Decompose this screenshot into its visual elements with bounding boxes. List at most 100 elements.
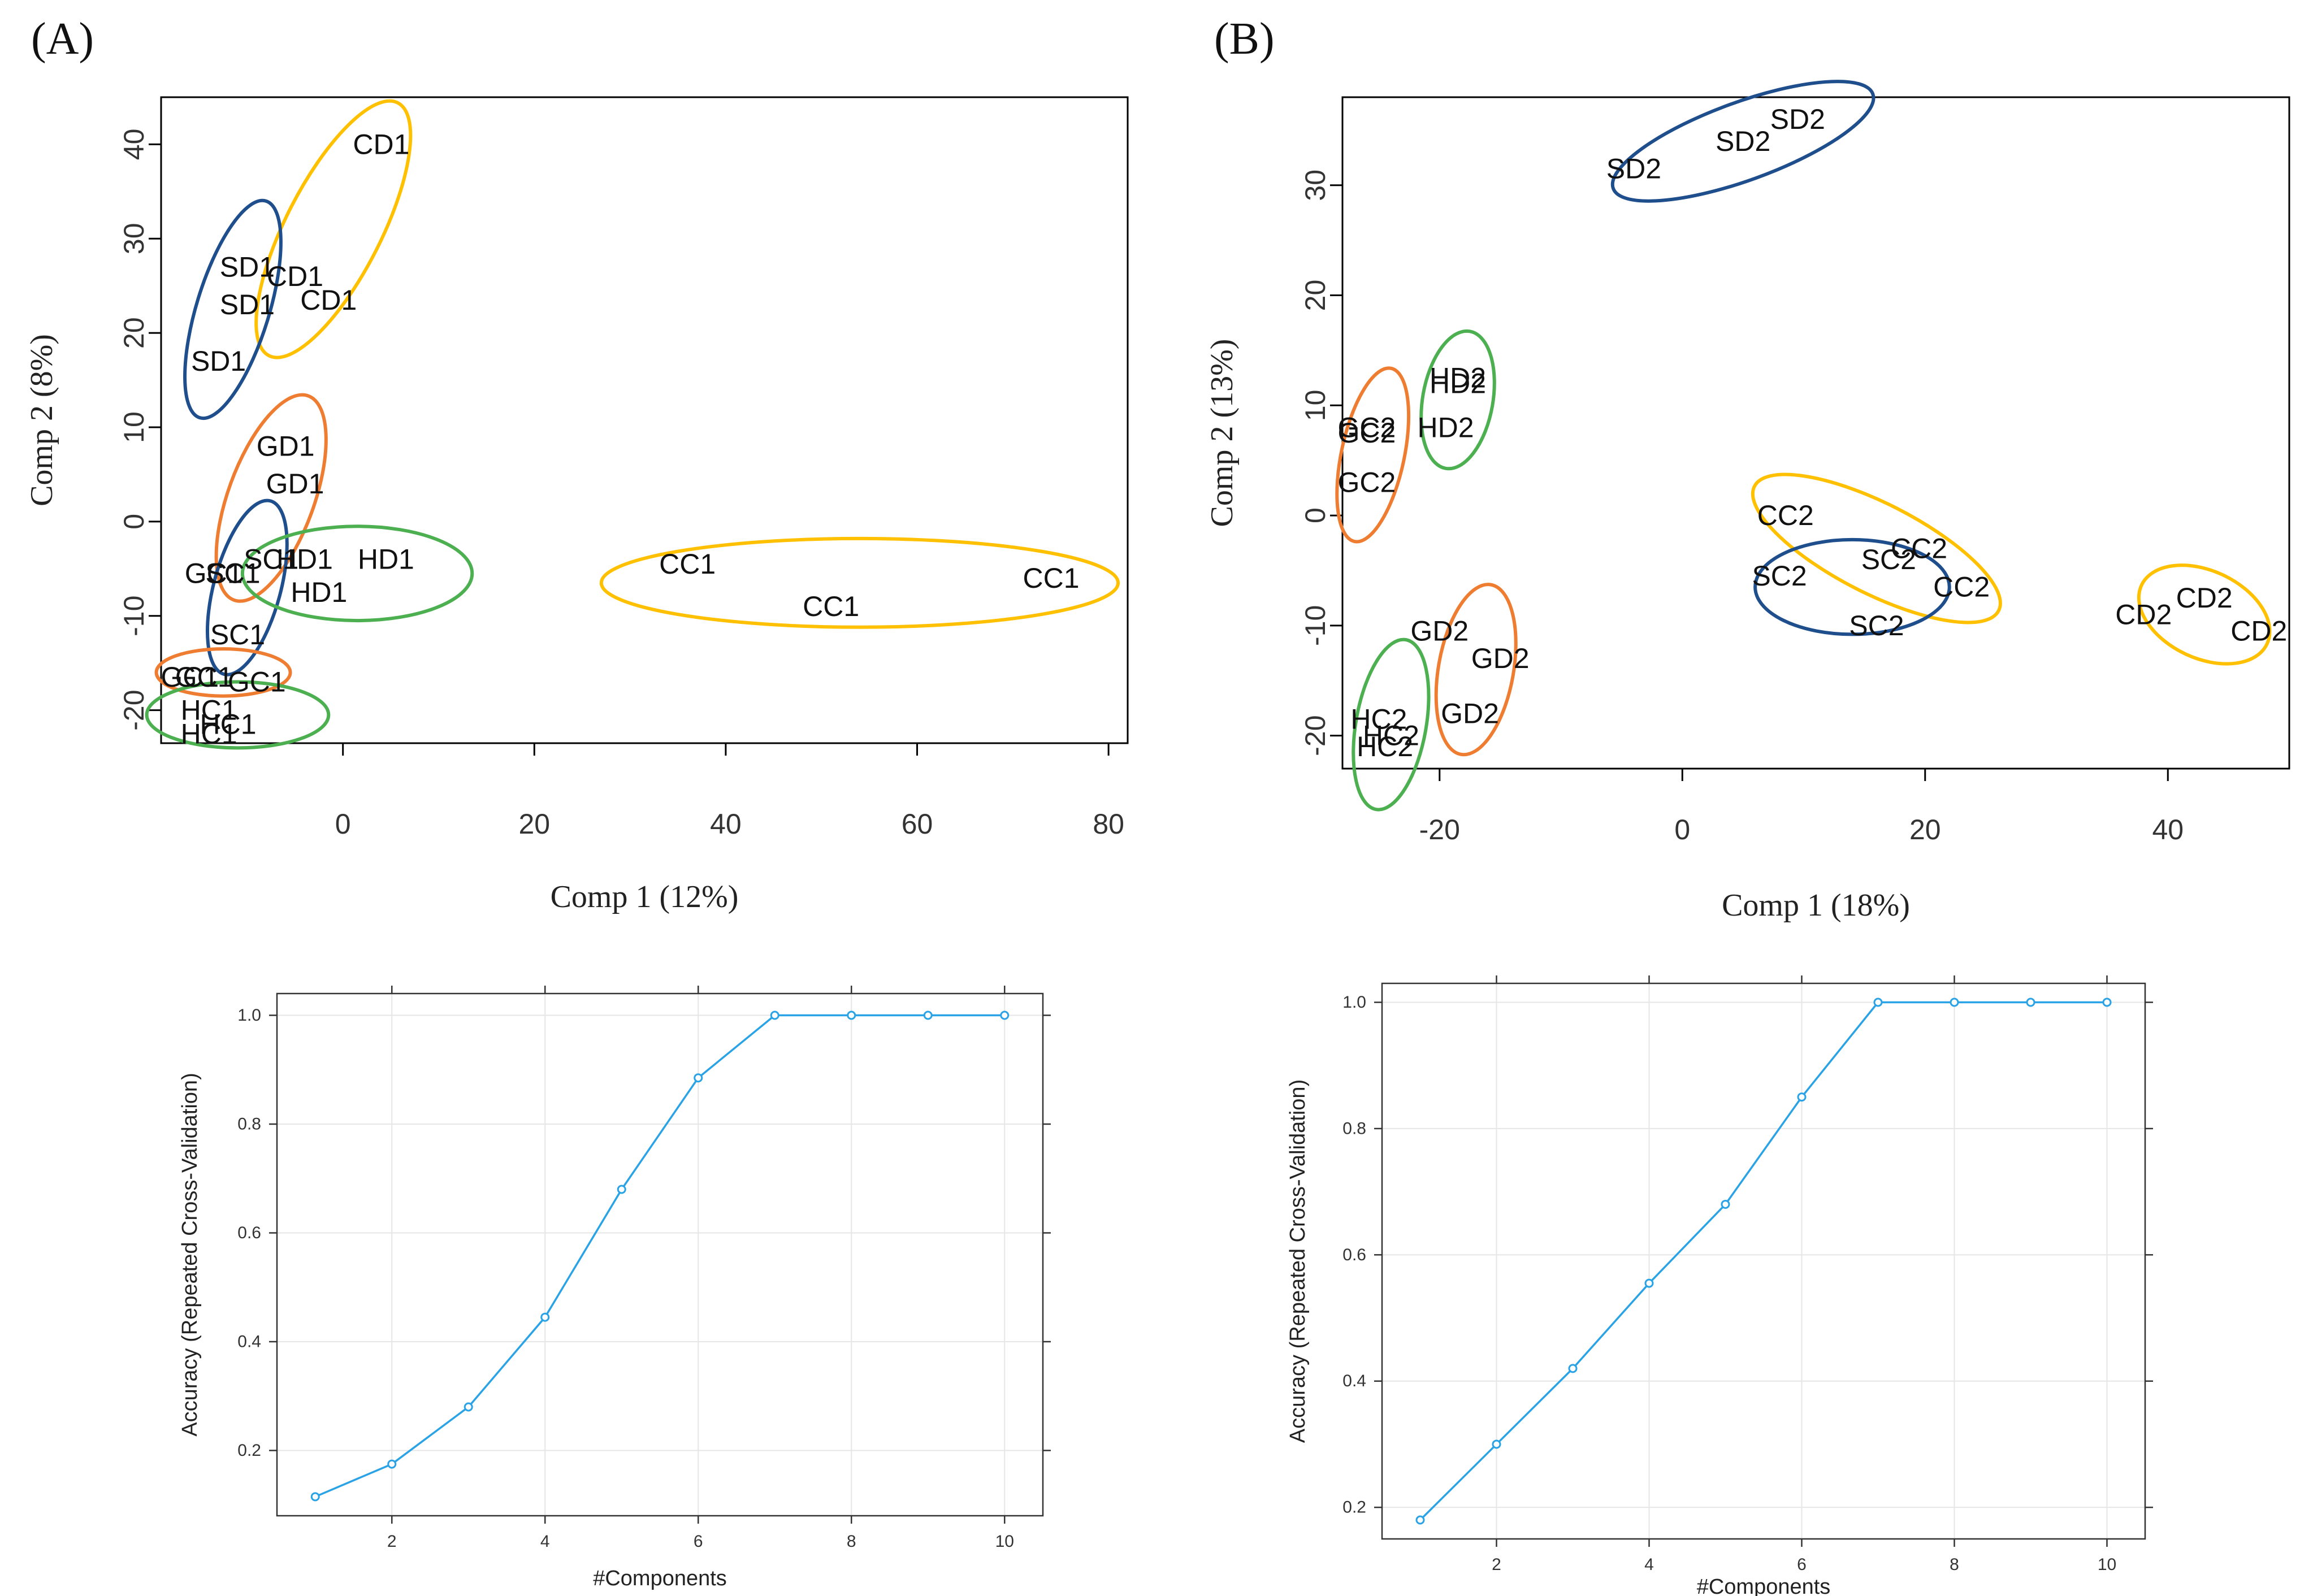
x-tick-label: 10 bbox=[2098, 1555, 2116, 1574]
x-axis-title: Comp 1 (12%) bbox=[551, 879, 739, 914]
point-label: GC1 bbox=[228, 666, 286, 698]
y-tick-label: 30 bbox=[1300, 170, 1331, 201]
y-tick-label: 0.6 bbox=[1342, 1246, 1366, 1264]
x-tick-label: 2 bbox=[387, 1532, 397, 1551]
x-tick-label: 4 bbox=[540, 1532, 550, 1551]
point-label: GC1 bbox=[175, 661, 233, 693]
group-ellipse-gd2 bbox=[1434, 583, 1518, 757]
point-label: SD2 bbox=[1716, 125, 1770, 157]
data-point bbox=[694, 1073, 703, 1083]
point-label: CD2 bbox=[2115, 598, 2172, 630]
data-point bbox=[617, 1185, 626, 1194]
y-tick-label: 0.6 bbox=[237, 1224, 261, 1242]
point-label: CD2 bbox=[2230, 615, 2287, 647]
data-point bbox=[2102, 998, 2112, 1007]
x-tick-label: 40 bbox=[710, 808, 742, 840]
point-label: CC1 bbox=[659, 548, 716, 580]
y-tick-label: 0 bbox=[1300, 508, 1331, 523]
point-label: CC2 bbox=[1933, 571, 1990, 603]
x-tick-label: 6 bbox=[1797, 1555, 1807, 1574]
y-tick-label: 0 bbox=[118, 514, 150, 530]
y-tick-label: 0.8 bbox=[1342, 1119, 1366, 1138]
y-axis-title: Comp 2 (8%) bbox=[24, 334, 59, 506]
x-tick-label: 6 bbox=[694, 1532, 703, 1551]
group-ellipse-hc2 bbox=[1352, 637, 1431, 812]
group-ellipse-hd1 bbox=[240, 524, 474, 623]
x-tick-label: 10 bbox=[995, 1532, 1014, 1551]
x-axis-title: #Components bbox=[1697, 1575, 1831, 1596]
point-label: HC1 bbox=[200, 709, 256, 740]
x-tick-label: -20 bbox=[1419, 814, 1460, 845]
point-label: HC2 bbox=[1363, 720, 1419, 752]
data-point bbox=[1950, 998, 1959, 1007]
point-label: HD2 bbox=[1430, 367, 1486, 399]
point-label: SC1 bbox=[205, 558, 260, 589]
point-label: HD2 bbox=[1418, 411, 1474, 443]
group-ellipse-hd2 bbox=[1419, 329, 1496, 471]
series-line bbox=[315, 1014, 1005, 1498]
group-ellipse-cc2 bbox=[1751, 472, 2002, 624]
data-point bbox=[1797, 1092, 1807, 1102]
x-tick-label: 0 bbox=[1674, 814, 1690, 845]
group-ellipse-gc2 bbox=[1335, 366, 1411, 544]
data-point bbox=[923, 1010, 933, 1020]
group-ellipse-sd1 bbox=[183, 198, 283, 420]
data-point bbox=[1721, 1199, 1730, 1209]
x-tick-label: 8 bbox=[1950, 1555, 1959, 1574]
point-label: SD2 bbox=[1606, 153, 1661, 185]
point-label: GD1 bbox=[257, 430, 315, 462]
point-label: HC1 bbox=[181, 718, 237, 749]
point-label: GD1 bbox=[266, 468, 324, 500]
x-tick-label: 20 bbox=[1909, 814, 1941, 845]
y-tick-label: 0.8 bbox=[237, 1115, 261, 1134]
point-label: CC1 bbox=[803, 591, 859, 622]
y-tick-label: 40 bbox=[118, 129, 150, 161]
x-tick-label: 8 bbox=[847, 1532, 856, 1551]
point-label: HD1 bbox=[291, 576, 347, 608]
data-point bbox=[1492, 1439, 1501, 1449]
point-label: GC2 bbox=[1338, 411, 1396, 443]
y-tick-label: 1.0 bbox=[1342, 993, 1366, 1012]
x-tick-label: 80 bbox=[1093, 808, 1124, 840]
y-axis-title: Accuracy (Repeated Cross-Validation) bbox=[1286, 1079, 1310, 1443]
data-point bbox=[1873, 998, 1883, 1007]
x-tick-label: 20 bbox=[518, 808, 550, 840]
x-tick-label: 0 bbox=[335, 808, 351, 840]
y-tick-label: 0.2 bbox=[237, 1441, 261, 1460]
y-tick-label: 20 bbox=[1300, 280, 1331, 311]
point-label: SD1 bbox=[220, 251, 275, 283]
y-tick-label: -20 bbox=[1300, 715, 1331, 756]
point-label: CC1 bbox=[1023, 562, 1080, 594]
point-label: HD2 bbox=[1430, 362, 1486, 394]
panel-label-a: (A) bbox=[31, 14, 94, 64]
point-label: GC2 bbox=[1338, 417, 1396, 449]
data-point bbox=[1000, 1010, 1010, 1020]
point-label: SC1 bbox=[244, 544, 298, 575]
point-label: SC2 bbox=[1752, 560, 1807, 592]
group-ellipse-sc2 bbox=[1753, 537, 1951, 636]
data-point bbox=[1415, 1515, 1425, 1525]
y-axis-title: Accuracy (Repeated Cross-Validation) bbox=[178, 1073, 202, 1436]
chart-a-accuracy-plot: 2 4 6 8 10 0.2 0.4 0.6 0.8 1.0 #Components Accuracy… bbox=[178, 986, 1051, 1590]
y-tick-label: 20 bbox=[118, 317, 150, 349]
point-label: HC2 bbox=[1350, 703, 1407, 735]
y-axis-title: Comp 2 (13%) bbox=[1205, 339, 1240, 527]
group-ellipse-sc1 bbox=[205, 498, 289, 676]
y-tick-label: -10 bbox=[118, 596, 150, 636]
chart-b-scores-plot: -20 0 20 40-20-100102030SD2SD2SD2HD2HD2HD2G… bbox=[1205, 80, 2290, 923]
group-ellipse-cd1 bbox=[254, 99, 413, 359]
x-tick-label: 2 bbox=[1492, 1555, 1501, 1574]
y-tick-label: 0.2 bbox=[1342, 1498, 1366, 1517]
y-tick-label: 10 bbox=[1300, 389, 1331, 421]
group-ellipse-sd2 bbox=[1610, 80, 1875, 203]
data-point bbox=[847, 1010, 856, 1020]
group-ellipse-gc1 bbox=[154, 647, 292, 698]
point-label: SD1 bbox=[220, 289, 275, 320]
group-ellipse-gd1 bbox=[214, 393, 328, 603]
point-label: CD1 bbox=[300, 284, 357, 316]
data-point bbox=[1568, 1364, 1578, 1373]
point-label: CD2 bbox=[2176, 582, 2233, 614]
